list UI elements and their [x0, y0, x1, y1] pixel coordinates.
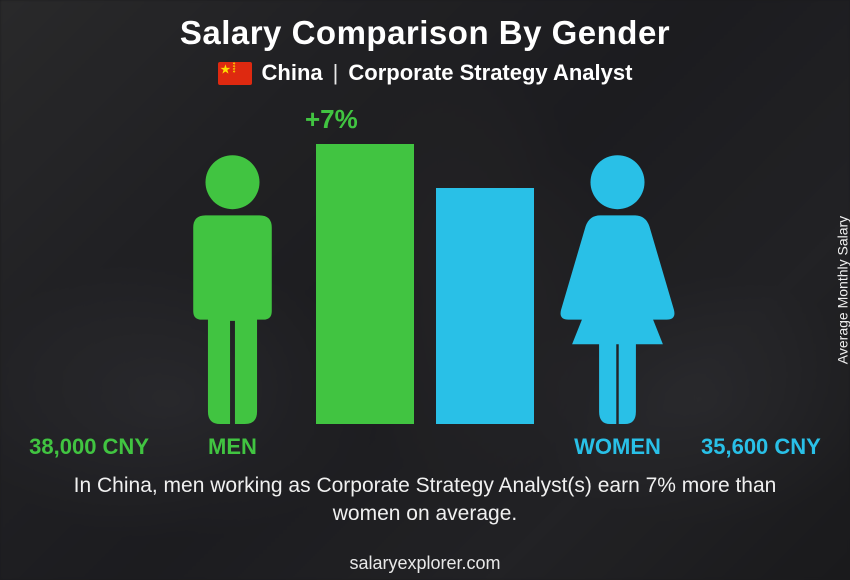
women-bar-cell — [436, 188, 534, 460]
women-label: WOMEN — [574, 434, 661, 460]
subtitle-row: China | Corporate Strategy Analyst — [0, 60, 850, 86]
content-root: Salary Comparison By Gender China | Corp… — [0, 0, 850, 580]
women-icon-cell: WOMEN — [556, 154, 679, 460]
men-salary-value: 38,000 CNY — [29, 434, 149, 460]
footer-source: salaryexplorer.com — [0, 553, 850, 574]
y-axis-label: Average Monthly Salary — [834, 290, 850, 438]
men-icon-cell: MEN — [171, 154, 294, 460]
men-label: MEN — [208, 434, 257, 460]
male-icon — [171, 154, 294, 424]
delta-badge: +7% — [305, 104, 358, 135]
country-name: China — [262, 60, 323, 86]
women-salary-cell: 35,600 CNY — [701, 424, 821, 460]
separator: | — [333, 60, 339, 86]
men-bar-cell — [316, 144, 414, 460]
china-flag-icon — [218, 62, 252, 85]
men-bar — [316, 144, 414, 424]
job-title: Corporate Strategy Analyst — [348, 60, 632, 86]
chart-row: 38,000 CNY MEN — [0, 144, 850, 460]
page-title: Salary Comparison By Gender — [0, 0, 850, 52]
women-salary-value: 35,600 CNY — [701, 434, 821, 460]
female-icon — [556, 154, 679, 424]
men-salary-cell: 38,000 CNY — [29, 424, 149, 460]
chart-area: +7% 38,000 CNY MEN — [0, 95, 850, 460]
women-bar — [436, 188, 534, 424]
summary-text: In China, men working as Corporate Strat… — [60, 472, 790, 529]
